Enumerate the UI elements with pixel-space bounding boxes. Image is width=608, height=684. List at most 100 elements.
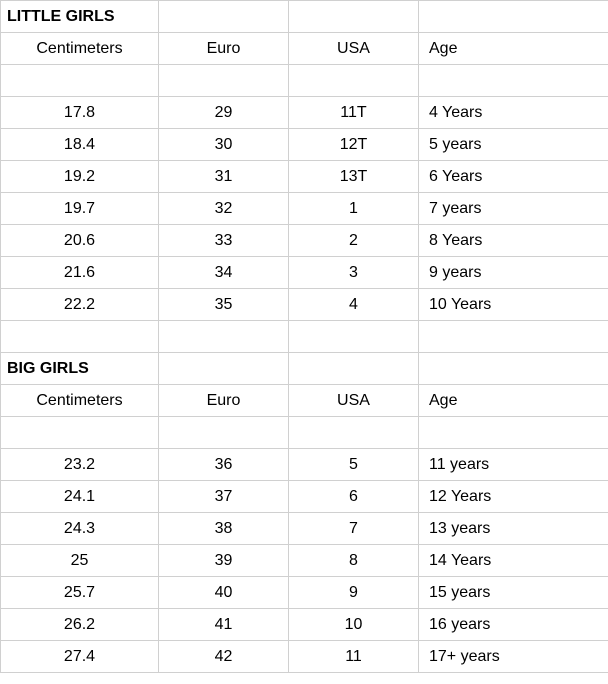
cell-age: 10 Years xyxy=(419,289,608,321)
cell-usa: 13T xyxy=(289,161,419,193)
empty-row xyxy=(1,417,608,449)
cell-centimeters: 25 xyxy=(1,545,159,577)
cell-age: 14 Years xyxy=(419,545,608,577)
empty-cell xyxy=(419,321,608,353)
empty-cell xyxy=(159,417,289,449)
cell-centimeters: 19.7 xyxy=(1,193,159,225)
size-chart-table: LITTLE GIRLSCentimetersEuroUSAAge17.8291… xyxy=(0,0,608,673)
column-header-centimeters: Centimeters xyxy=(1,33,159,65)
cell-usa: 1 xyxy=(289,193,419,225)
cell-usa: 12T xyxy=(289,129,419,161)
empty-cell xyxy=(289,417,419,449)
empty-cell xyxy=(159,1,289,33)
cell-centimeters: 18.4 xyxy=(1,129,159,161)
cell-age: 16 years xyxy=(419,609,608,641)
cell-euro: 35 xyxy=(159,289,289,321)
cell-usa: 3 xyxy=(289,257,419,289)
cell-age: 7 years xyxy=(419,193,608,225)
cell-usa: 8 xyxy=(289,545,419,577)
table-row: 25.740915 years xyxy=(1,577,608,609)
cell-centimeters: 20.6 xyxy=(1,225,159,257)
column-header-usa: USA xyxy=(289,33,419,65)
cell-euro: 32 xyxy=(159,193,289,225)
empty-cell xyxy=(289,321,419,353)
empty-cell xyxy=(1,321,159,353)
table-row: 24.338713 years xyxy=(1,513,608,545)
cell-centimeters: 23.2 xyxy=(1,449,159,481)
table-row: 21.63439 years xyxy=(1,257,608,289)
column-header-centimeters: Centimeters xyxy=(1,385,159,417)
cell-age: 9 years xyxy=(419,257,608,289)
cell-centimeters: 17.8 xyxy=(1,97,159,129)
column-header-usa: USA xyxy=(289,385,419,417)
cell-euro: 39 xyxy=(159,545,289,577)
column-header-age: Age xyxy=(419,385,608,417)
section-title-row: LITTLE GIRLS xyxy=(1,1,608,33)
cell-usa: 10 xyxy=(289,609,419,641)
section-title: LITTLE GIRLS xyxy=(1,1,159,33)
cell-age: 13 years xyxy=(419,513,608,545)
empty-cell xyxy=(419,353,608,385)
empty-cell xyxy=(1,417,159,449)
empty-cell xyxy=(159,353,289,385)
cell-euro: 30 xyxy=(159,129,289,161)
cell-age: 17+ years xyxy=(419,641,608,673)
cell-usa: 9 xyxy=(289,577,419,609)
column-header-row: CentimetersEuroUSAAge xyxy=(1,33,608,65)
cell-euro: 36 xyxy=(159,449,289,481)
empty-cell xyxy=(289,1,419,33)
cell-age: 8 Years xyxy=(419,225,608,257)
empty-cell xyxy=(289,353,419,385)
cell-usa: 6 xyxy=(289,481,419,513)
section-title-row: BIG GIRLS xyxy=(1,353,608,385)
table-row: 17.82911T4 Years xyxy=(1,97,608,129)
table-row: 27.4421117+ years xyxy=(1,641,608,673)
cell-euro: 40 xyxy=(159,577,289,609)
cell-usa: 4 xyxy=(289,289,419,321)
table-row: 18.43012T5 years xyxy=(1,129,608,161)
table-row: 19.23113T6 Years xyxy=(1,161,608,193)
table-row: 20.63328 Years xyxy=(1,225,608,257)
cell-age: 5 years xyxy=(419,129,608,161)
column-header-row: CentimetersEuroUSAAge xyxy=(1,385,608,417)
empty-cell xyxy=(419,65,608,97)
cell-euro: 31 xyxy=(159,161,289,193)
column-header-euro: Euro xyxy=(159,385,289,417)
empty-row xyxy=(1,65,608,97)
table-row: 24.137612 Years xyxy=(1,481,608,513)
empty-cell xyxy=(419,417,608,449)
cell-centimeters: 26.2 xyxy=(1,609,159,641)
cell-usa: 11 xyxy=(289,641,419,673)
table-row: 22.235410 Years xyxy=(1,289,608,321)
cell-euro: 42 xyxy=(159,641,289,673)
cell-usa: 5 xyxy=(289,449,419,481)
empty-cell xyxy=(159,65,289,97)
cell-usa: 2 xyxy=(289,225,419,257)
cell-euro: 41 xyxy=(159,609,289,641)
cell-usa: 7 xyxy=(289,513,419,545)
table-row: 23.236511 years xyxy=(1,449,608,481)
empty-cell xyxy=(419,1,608,33)
column-header-euro: Euro xyxy=(159,33,289,65)
cell-euro: 38 xyxy=(159,513,289,545)
cell-centimeters: 25.7 xyxy=(1,577,159,609)
cell-euro: 33 xyxy=(159,225,289,257)
column-header-age: Age xyxy=(419,33,608,65)
cell-euro: 29 xyxy=(159,97,289,129)
empty-cell xyxy=(159,321,289,353)
cell-euro: 34 xyxy=(159,257,289,289)
cell-age: 12 Years xyxy=(419,481,608,513)
table-row: 19.73217 years xyxy=(1,193,608,225)
table-row: 26.2411016 years xyxy=(1,609,608,641)
cell-age: 11 years xyxy=(419,449,608,481)
cell-centimeters: 22.2 xyxy=(1,289,159,321)
empty-row xyxy=(1,321,608,353)
cell-usa: 11T xyxy=(289,97,419,129)
cell-centimeters: 19.2 xyxy=(1,161,159,193)
cell-centimeters: 21.6 xyxy=(1,257,159,289)
cell-centimeters: 27.4 xyxy=(1,641,159,673)
empty-cell xyxy=(289,65,419,97)
empty-cell xyxy=(1,65,159,97)
cell-age: 15 years xyxy=(419,577,608,609)
cell-age: 6 Years xyxy=(419,161,608,193)
